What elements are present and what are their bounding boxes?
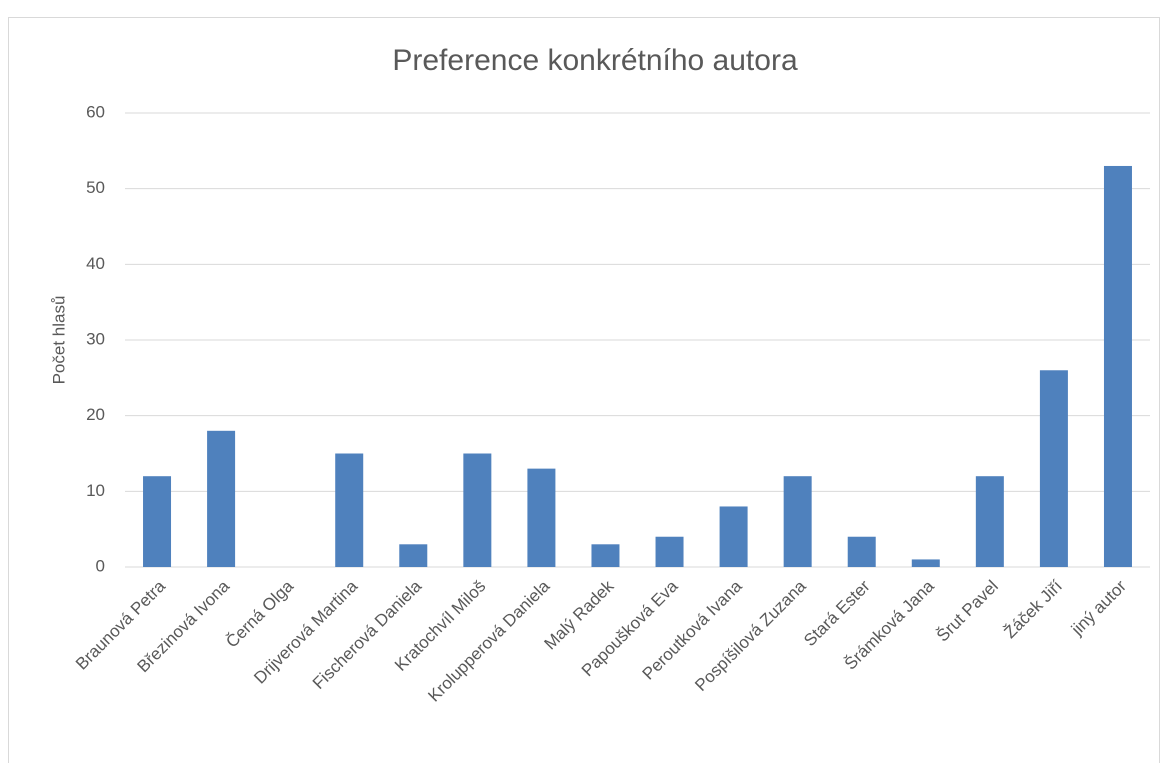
bar bbox=[911, 559, 940, 567]
bar bbox=[975, 476, 1004, 567]
chart-frame bbox=[8, 17, 1160, 763]
bar bbox=[335, 453, 364, 567]
bar bbox=[143, 476, 172, 567]
bar bbox=[463, 453, 492, 567]
y-tick-label: 0 bbox=[96, 556, 105, 575]
bar bbox=[591, 544, 620, 567]
y-tick-label: 40 bbox=[86, 254, 105, 273]
y-tick-label: 60 bbox=[86, 102, 105, 121]
y-axis-label: Počet hlasů bbox=[49, 296, 68, 385]
bar bbox=[847, 536, 876, 567]
chart-title: Preference konkrétního autora bbox=[392, 44, 798, 77]
bar bbox=[399, 544, 428, 567]
bar bbox=[783, 476, 812, 567]
y-tick-label: 10 bbox=[86, 481, 105, 500]
bar bbox=[1039, 370, 1068, 567]
bar bbox=[207, 430, 236, 567]
bar bbox=[719, 506, 748, 567]
y-tick-label: 30 bbox=[86, 329, 105, 348]
y-tick-label: 20 bbox=[86, 405, 105, 424]
y-tick-label: 50 bbox=[86, 178, 105, 197]
bar bbox=[527, 468, 556, 567]
bar bbox=[1103, 165, 1132, 567]
bar bbox=[655, 536, 684, 567]
